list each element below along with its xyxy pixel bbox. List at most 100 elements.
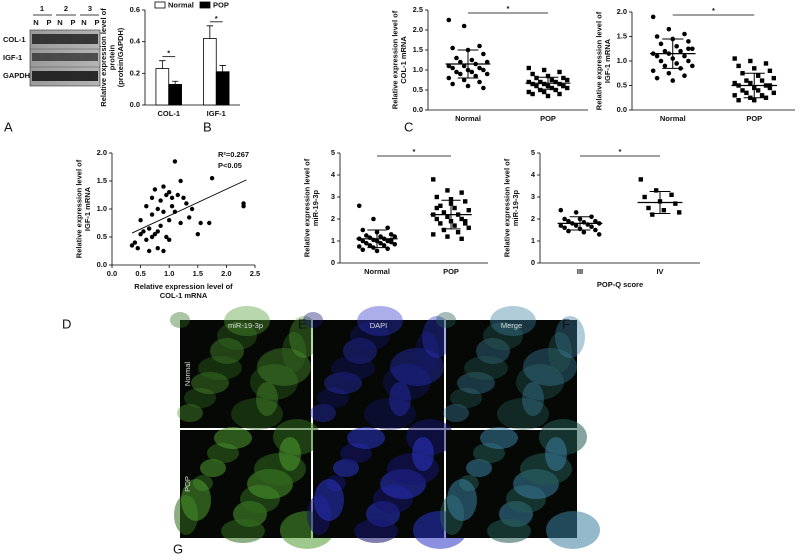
panel-label: F — [562, 316, 570, 331]
blot-lane: P — [46, 18, 51, 27]
microscopy: G miR-19-3p DAPI Merge Normal POP — [170, 306, 600, 556]
point — [434, 216, 439, 222]
point — [767, 68, 773, 73]
point — [759, 78, 765, 83]
tissue — [523, 348, 577, 386]
point — [545, 93, 551, 99]
y-tick-label: 1.5 — [617, 31, 627, 40]
significance: * — [712, 6, 715, 15]
blot-row-label: COL-1 — [3, 35, 26, 44]
tissue — [303, 312, 323, 328]
point — [385, 225, 390, 231]
point — [596, 232, 602, 237]
point — [458, 59, 463, 65]
x-axis-label: COL-1 mRNA — [160, 291, 208, 300]
y-tick-label: 3 — [531, 192, 535, 201]
tissue — [279, 437, 301, 471]
tissue — [217, 322, 257, 350]
point — [484, 59, 490, 65]
point — [189, 206, 195, 212]
y-tick-label: 2 — [531, 214, 535, 223]
point — [146, 248, 152, 254]
point — [473, 73, 478, 79]
tissue — [282, 332, 306, 372]
tissue — [548, 332, 572, 372]
tissue — [390, 348, 444, 386]
y-tick-label: 0.4 — [130, 37, 141, 46]
blot: COL-1 IGF-1 GAPDH 1 2 3 N P N P N P A — [3, 4, 101, 134]
point — [167, 218, 172, 223]
point — [674, 44, 679, 49]
tissue — [210, 338, 244, 364]
point — [477, 79, 482, 85]
point — [446, 75, 452, 81]
point — [132, 240, 138, 245]
sd-bar — [367, 229, 387, 249]
blot-row-label: GAPDH — [3, 71, 30, 80]
point — [545, 73, 551, 79]
tissue — [555, 316, 585, 358]
blot-group: 1 — [40, 4, 44, 13]
point — [459, 236, 464, 241]
micrograph — [180, 320, 311, 428]
point — [155, 246, 160, 251]
tissue — [545, 437, 567, 471]
point — [477, 65, 482, 71]
x-tick-label: IV — [656, 267, 663, 276]
panel-label: A — [4, 119, 13, 134]
panel-label: C — [404, 119, 413, 134]
point — [654, 34, 660, 39]
point — [662, 63, 668, 69]
point — [198, 220, 203, 226]
point — [666, 26, 672, 32]
blot-lane: P — [70, 18, 75, 27]
point — [541, 81, 547, 87]
point — [146, 226, 152, 231]
point — [141, 229, 146, 234]
tissue — [170, 312, 190, 328]
band — [32, 34, 98, 44]
point — [658, 58, 664, 64]
legend-label: POP — [213, 0, 229, 9]
blot-lane: N — [33, 18, 38, 27]
point — [448, 197, 454, 202]
row-header: Normal — [183, 362, 192, 387]
row-header: POP — [183, 476, 192, 492]
point — [167, 190, 172, 195]
y-tick-label: 2 — [331, 214, 335, 223]
point — [736, 98, 741, 103]
point — [461, 23, 467, 29]
point — [463, 219, 468, 224]
point — [530, 71, 535, 77]
tissue — [483, 322, 523, 350]
point — [135, 246, 140, 251]
error-bar — [171, 80, 179, 85]
tissue — [317, 388, 349, 408]
point — [526, 65, 531, 71]
y-tick-label: 2.0 — [617, 7, 627, 16]
point — [438, 221, 443, 226]
band — [32, 71, 98, 81]
point — [677, 210, 682, 215]
point — [682, 31, 687, 37]
y-tick-label: 3 — [331, 192, 335, 201]
point — [646, 205, 651, 211]
point — [763, 95, 769, 100]
sd-bar — [569, 216, 591, 231]
point — [463, 199, 468, 204]
blot-lane: N — [57, 18, 62, 27]
point — [158, 198, 163, 203]
blot-lane: N — [81, 18, 86, 27]
point — [557, 69, 562, 75]
tissue — [289, 316, 319, 358]
x-tick-label: 0.5 — [135, 269, 145, 278]
panel-label: B — [203, 119, 212, 134]
point — [356, 203, 362, 209]
y-tick-label: 0.2 — [130, 68, 140, 77]
point — [653, 188, 659, 193]
point — [593, 218, 598, 224]
point — [129, 243, 135, 248]
y-axis-label: miR-19-3p — [511, 189, 520, 226]
tissue — [415, 332, 439, 372]
point — [565, 85, 570, 91]
